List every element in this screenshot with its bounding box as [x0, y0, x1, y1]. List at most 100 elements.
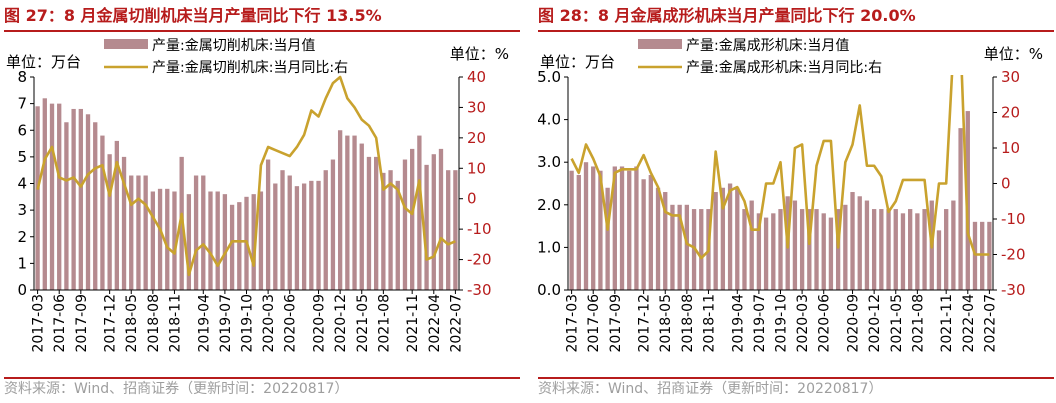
- bar: [165, 188, 170, 290]
- chart-panel-forming: 图 28：8 月金属成形机床当月产量同比下行 20.0% 0.0 1.0 2.0 3.…: [538, 0, 1054, 403]
- bar: [576, 174, 581, 290]
- bar: [612, 166, 617, 290]
- left-tick-label: 0.0: [538, 281, 561, 299]
- x-tick-label: 2020-12: [333, 294, 349, 353]
- bar: [42, 98, 47, 290]
- bar: [49, 103, 55, 291]
- chart-svg: 0.0 1.0 2.0 3.0 4.0 5.0 -30 -20 -10 0 10 20 30 2017-0…: [538, 38, 1043, 353]
- bar: [972, 221, 978, 290]
- bar: [366, 156, 372, 291]
- bar: [121, 156, 127, 291]
- right-tick-label: 10: [1001, 139, 1020, 157]
- bar: [908, 209, 913, 290]
- bar: [857, 196, 862, 290]
- chart-panel-machining: 图 27：8 月金属切削机床当月产量同比下行 13.5% 0 1 2 3 4 5 6 7 8 -3…: [4, 0, 520, 403]
- x-tick-label: 2022-07: [982, 294, 998, 353]
- bar: [258, 191, 264, 290]
- bar: [93, 122, 98, 290]
- bar: [713, 192, 718, 290]
- bar: [980, 221, 985, 290]
- bar: [583, 162, 589, 290]
- x-tick-label: 2018-11: [701, 294, 717, 353]
- series-line: [570, 75, 990, 260]
- bar: [107, 154, 112, 290]
- right-tick-label: 30: [467, 98, 486, 116]
- x-tick-label: 2020-12: [867, 294, 883, 353]
- bar: [330, 159, 336, 290]
- figure-title: 图 28：8 月金属成形机床当月产量同比下行 20.0%: [538, 6, 916, 25]
- bar: [323, 170, 328, 290]
- bar: [627, 170, 632, 290]
- bar: [763, 217, 769, 290]
- figure-title: 图 27：8 月金属切削机床当月产量同比下行 13.5%: [4, 6, 382, 25]
- bar: [598, 170, 603, 290]
- bar: [273, 183, 278, 290]
- bar: [208, 191, 213, 290]
- bar: [944, 209, 949, 290]
- bar: [381, 172, 386, 290]
- bar: [280, 170, 285, 290]
- bar: [446, 170, 451, 290]
- bar: [684, 204, 690, 290]
- bar: [828, 217, 834, 290]
- bar: [388, 170, 393, 290]
- x-tick-label: 2022-04: [427, 294, 443, 353]
- left-unit-label: 单位：万台: [540, 53, 615, 71]
- left-tick-label: 1: [17, 254, 27, 272]
- left-tick-label: 4.0: [538, 111, 561, 129]
- bar: [251, 194, 256, 290]
- bar: [438, 148, 444, 290]
- x-tick-label: 2018-05: [124, 294, 140, 353]
- right-tick-label: 10: [467, 159, 486, 177]
- x-tick-label: 2018-08: [146, 294, 162, 353]
- bar: [157, 188, 163, 290]
- bar: [345, 135, 350, 290]
- right-tick-label: 0: [1001, 175, 1011, 193]
- right-tick-label: 40: [467, 68, 486, 86]
- left-tick-label: 5.0: [538, 68, 561, 86]
- right-tick-label: 30: [1001, 68, 1020, 86]
- x-tick-label: 2019-10: [240, 294, 256, 353]
- x-tick-label: 2019-04: [196, 294, 212, 353]
- bar: [900, 213, 906, 290]
- bar: [879, 209, 884, 290]
- left-tick-label: 6: [17, 121, 27, 139]
- bar: [337, 130, 343, 290]
- source-divider: [4, 377, 520, 379]
- bar: [749, 200, 754, 290]
- x-tick-label: 2021-05: [355, 294, 371, 353]
- bar: [64, 122, 69, 290]
- left-tick-label: 5: [17, 148, 27, 166]
- left-tick-label: 8: [17, 68, 27, 86]
- bar: [402, 159, 408, 290]
- x-tick-label: 2020-03: [261, 294, 277, 353]
- bar: [316, 180, 321, 290]
- x-tick-label: 2019-10: [774, 294, 790, 353]
- x-tick-label: 2020-06: [283, 294, 299, 353]
- bar: [799, 209, 805, 290]
- bar: [301, 183, 307, 290]
- x-tick-label: 2020-03: [795, 294, 811, 353]
- x-tick-label: 2018-11: [167, 294, 183, 353]
- x-tick-label: 2019-07: [218, 294, 234, 353]
- bar: [591, 166, 596, 290]
- left-unit-label: 单位：万台: [6, 53, 81, 71]
- bar: [915, 213, 920, 290]
- right-tick-label: -20: [467, 251, 492, 269]
- bar: [987, 221, 992, 290]
- x-tick-label: 2021-11: [939, 294, 955, 353]
- series-line: [36, 75, 456, 277]
- bar: [634, 166, 639, 290]
- bar: [294, 186, 300, 290]
- bar: [201, 175, 206, 290]
- title-divider: [4, 30, 520, 32]
- x-tick-label: 2020-06: [817, 294, 833, 353]
- bar: [699, 209, 704, 290]
- right-tick-label: -30: [1001, 281, 1026, 299]
- x-tick-label: 2017-12: [637, 294, 653, 353]
- right-tick-label: 20: [467, 129, 486, 147]
- bar: [641, 179, 646, 290]
- left-tick-label: 2: [17, 228, 27, 246]
- legend-bar-swatch: [638, 39, 682, 49]
- bar: [871, 209, 877, 290]
